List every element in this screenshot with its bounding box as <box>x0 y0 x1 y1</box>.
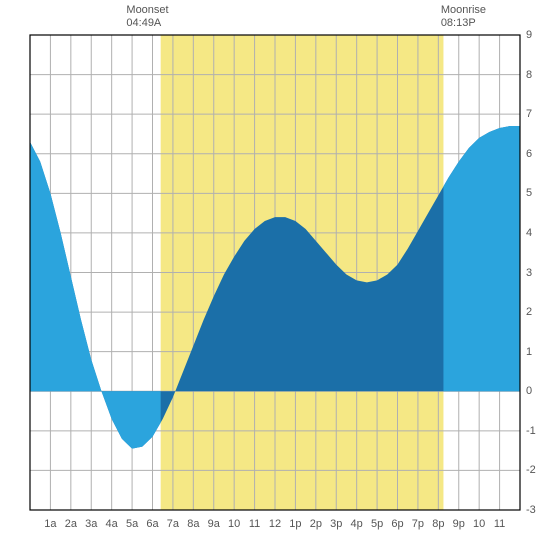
x-tick-label: 8a <box>187 518 199 530</box>
x-tick-label: 10 <box>473 518 485 530</box>
x-tick-label: 4a <box>106 518 118 530</box>
x-tick-label: 7p <box>412 518 424 530</box>
x-tick-label: 2p <box>310 518 322 530</box>
y-tick-label: 8 <box>526 69 532 81</box>
x-tick-label: 11 <box>494 518 505 530</box>
x-tick-label: 12 <box>269 518 281 530</box>
x-tick-label: 6p <box>391 518 403 530</box>
x-tick-label: 4p <box>351 518 363 530</box>
top-annotation: Moonset04:49A <box>126 4 168 30</box>
y-tick-label: 3 <box>526 267 532 279</box>
top-annotation: Moonrise08:13P <box>441 4 486 30</box>
annotation-title: Moonrise <box>441 4 486 17</box>
annotation-time: 04:49A <box>126 17 168 30</box>
x-tick-label: 5a <box>126 518 138 530</box>
x-tick-label: 10 <box>228 518 240 530</box>
y-tick-label: -3 <box>526 504 536 516</box>
y-tick-label: -2 <box>526 464 536 476</box>
y-tick-label: 5 <box>526 187 532 199</box>
y-tick-label: 7 <box>526 108 532 120</box>
y-tick-label: 1 <box>526 346 532 358</box>
chart-svg <box>0 0 550 550</box>
x-tick-label: 3a <box>85 518 97 530</box>
annotation-title: Moonset <box>126 4 168 17</box>
y-tick-label: -1 <box>526 425 536 437</box>
annotation-time: 08:13P <box>441 17 486 30</box>
x-tick-label: 1p <box>289 518 301 530</box>
y-tick-label: 9 <box>526 29 532 41</box>
x-tick-label: 8p <box>432 518 444 530</box>
x-tick-label: 3p <box>330 518 342 530</box>
y-tick-label: 4 <box>526 227 532 239</box>
x-tick-label: 1a <box>44 518 56 530</box>
tide-chart: -3-2-101234567891a2a3a4a5a6a7a8a9a101112… <box>0 0 550 550</box>
x-tick-label: 6a <box>146 518 158 530</box>
x-tick-label: 7a <box>167 518 179 530</box>
x-tick-label: 9p <box>453 518 465 530</box>
y-tick-label: 0 <box>526 385 532 397</box>
x-tick-label: 2a <box>65 518 77 530</box>
y-tick-label: 6 <box>526 148 532 160</box>
x-tick-label: 9a <box>208 518 220 530</box>
y-tick-label: 2 <box>526 306 532 318</box>
x-tick-label: 11 <box>249 518 260 530</box>
x-tick-label: 5p <box>371 518 383 530</box>
